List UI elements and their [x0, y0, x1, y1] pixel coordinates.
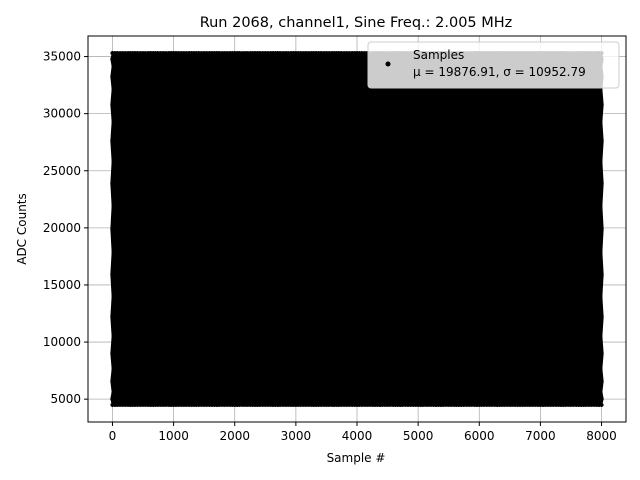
x-axis: 0 1000 2000 3000 4000 5000 6000 7000 8000: [109, 422, 617, 443]
data-points: [110, 51, 604, 407]
x-tick-label: 7000: [525, 429, 556, 443]
legend-marker: [385, 61, 391, 67]
sample-trace: [110, 51, 604, 407]
legend-series-stats: μ = 19876.91, σ = 10952.79: [413, 65, 586, 79]
sample-trace: [110, 51, 604, 407]
legend: Samples μ = 19876.91, σ = 10952.79: [367, 41, 620, 89]
x-tick-label: 4000: [342, 429, 373, 443]
y-axis: 5000 10000 15000 20000 25000 30000 35000: [43, 50, 88, 406]
x-axis-label: Sample #: [327, 451, 386, 465]
y-tick-label: 20000: [43, 221, 81, 235]
x-tick-label: 1000: [158, 429, 189, 443]
x-tick-label: 3000: [281, 429, 312, 443]
y-tick-label: 35000: [43, 50, 81, 64]
y-tick-label: 30000: [43, 107, 81, 121]
x-tick-label: 8000: [586, 429, 617, 443]
y-tick-label: 15000: [43, 278, 81, 292]
x-tick-label: 5000: [403, 429, 434, 443]
x-tick-label: 6000: [464, 429, 495, 443]
y-axis-label: ADC Counts: [15, 193, 29, 265]
y-tick-label: 10000: [43, 335, 81, 349]
x-tick-label: 0: [109, 429, 117, 443]
chart-title: Run 2068, channel1, Sine Freq.: 2.005 MH…: [200, 15, 513, 31]
y-tick-label: 5000: [50, 392, 81, 406]
legend-box: [367, 41, 620, 89]
legend-series-name: Samples: [413, 48, 464, 62]
x-tick-label: 2000: [219, 429, 250, 443]
sample-trace: [110, 51, 604, 407]
y-tick-label: 25000: [43, 164, 81, 178]
